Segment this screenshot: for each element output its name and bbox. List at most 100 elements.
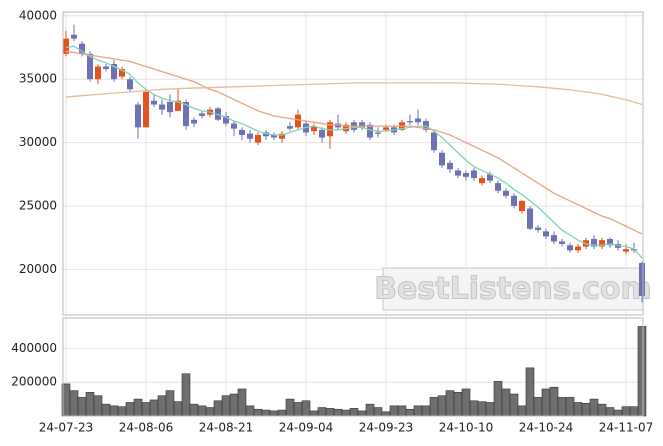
candle-body <box>79 43 85 54</box>
volume-frame <box>62 317 644 417</box>
volume-bar <box>629 406 639 417</box>
volume-bar <box>221 395 231 417</box>
volume-bar <box>501 388 511 417</box>
candle-body <box>191 119 197 124</box>
y-tick-label: 25000 <box>19 198 57 212</box>
volume-bar <box>389 405 399 417</box>
candle-body <box>159 104 165 110</box>
volume-bar <box>613 409 623 417</box>
volume-bar <box>301 400 311 417</box>
candle-body <box>135 104 141 128</box>
candle-body <box>127 79 133 90</box>
volume-bar <box>365 403 375 417</box>
moving-average <box>65 82 643 106</box>
candle-body <box>103 66 109 70</box>
candle-body <box>527 208 533 229</box>
x-tick-label: 24-09-23 <box>359 421 413 435</box>
volume-bar <box>229 393 239 417</box>
volume-bar <box>341 409 351 417</box>
volume-bar <box>149 399 159 417</box>
candle-body <box>607 238 613 246</box>
x-tick-label: 24-08-06 <box>119 421 173 435</box>
volume-bar <box>533 397 543 417</box>
volume-bar <box>237 388 247 417</box>
candle-body <box>519 200 525 212</box>
candle-body <box>439 152 445 166</box>
volume-bar <box>405 408 415 417</box>
candle-body <box>143 91 149 128</box>
candle-body <box>375 132 381 134</box>
candle-body <box>551 235 557 242</box>
volume-bar <box>485 402 495 417</box>
candle-body <box>359 122 365 128</box>
candle-body <box>503 190 509 196</box>
volume-bar <box>597 403 607 417</box>
candle-body <box>279 133 285 139</box>
candle-body <box>479 178 485 184</box>
candle-body <box>295 114 301 128</box>
volume-bar <box>445 390 455 417</box>
candle-body <box>239 129 245 135</box>
volume-bar <box>269 410 279 417</box>
candle-body <box>151 100 157 105</box>
candle-body <box>95 66 101 80</box>
volume-bar <box>461 388 471 417</box>
candle-body <box>383 127 389 130</box>
candle-body <box>319 129 325 138</box>
moving-average <box>65 50 643 235</box>
candle-body <box>535 227 541 231</box>
candle-body <box>87 53 93 80</box>
candle-body <box>463 173 469 177</box>
volume-bar <box>357 410 367 417</box>
volume-bar <box>325 408 335 417</box>
moving-average <box>65 45 643 259</box>
volume-bar <box>77 397 87 417</box>
marks <box>61 24 647 417</box>
volume-bar <box>381 411 391 417</box>
volume-bar <box>117 406 127 417</box>
volume-bar <box>565 397 575 417</box>
candle-body <box>543 231 549 237</box>
volume-bar <box>437 395 447 417</box>
volume-bar <box>421 405 431 417</box>
candle-body <box>223 115 229 124</box>
volume-bar <box>373 407 383 417</box>
volume-bar <box>205 407 215 417</box>
volume-bar <box>197 405 207 417</box>
volume-bar <box>333 408 343 417</box>
candle-body <box>639 263 645 296</box>
volume-bar <box>165 390 175 417</box>
candle-body <box>311 126 317 132</box>
volume-bar <box>621 406 631 417</box>
volume-bar <box>549 386 559 417</box>
volume-bar <box>477 401 487 417</box>
candle-body <box>591 238 597 247</box>
candle-body <box>575 246 581 251</box>
candle-body <box>511 195 517 206</box>
volume-bar <box>309 410 319 417</box>
x-tick-label: 24-11-07 <box>599 421 653 435</box>
volume-bar <box>173 401 183 417</box>
candle-body <box>559 241 565 245</box>
candle-body <box>199 113 205 116</box>
volume-bar <box>141 402 151 417</box>
volume-bar <box>541 388 551 417</box>
volume-bar <box>413 405 423 417</box>
x-tick-label: 24-07-23 <box>39 421 93 435</box>
candle-body <box>175 100 181 111</box>
x-tick-label: 24-10-10 <box>439 421 493 435</box>
candle-body <box>255 134 261 143</box>
candle-body <box>367 124 373 138</box>
volume-bar <box>581 403 591 417</box>
volume-bar <box>261 409 271 417</box>
volume-bar <box>285 398 295 417</box>
volume-bar <box>85 392 95 417</box>
candle-body <box>183 102 189 127</box>
candle-body <box>287 126 293 129</box>
volume-bar <box>397 405 407 417</box>
y-tick-label: 200000 <box>11 375 57 389</box>
candle-body <box>599 240 605 247</box>
volume-bar <box>317 407 327 417</box>
